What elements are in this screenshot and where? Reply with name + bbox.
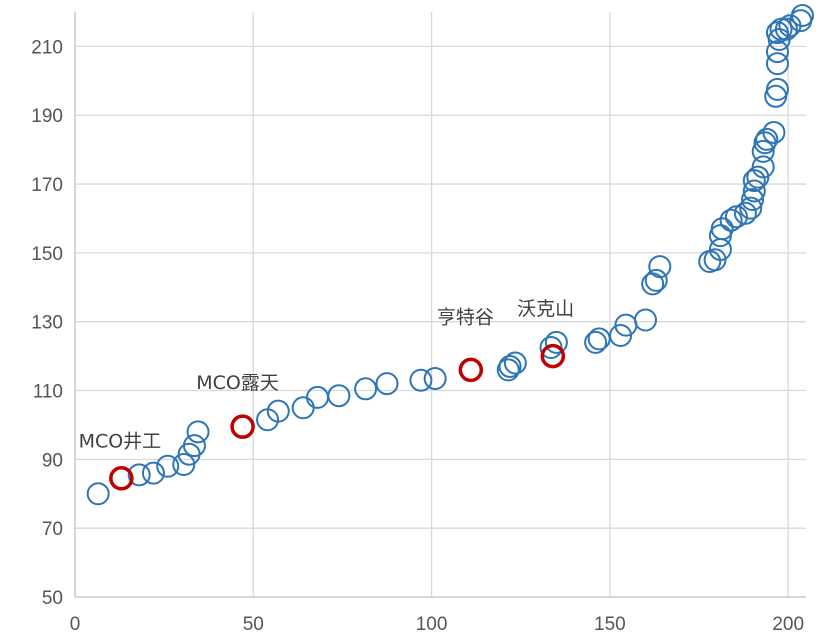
annotation-label: MCO露天 bbox=[196, 372, 279, 394]
data-point bbox=[644, 268, 668, 292]
data-point bbox=[739, 196, 763, 220]
data-point bbox=[498, 354, 522, 378]
data-point bbox=[503, 351, 527, 375]
x-tick-label: 0 bbox=[70, 614, 81, 635]
tick-labels: 50 70 90 110 130 150 170 190 210 0 50 100 150 200 bbox=[31, 37, 804, 635]
data-point bbox=[790, 3, 814, 27]
data-point bbox=[291, 396, 315, 420]
gridlines bbox=[75, 12, 806, 597]
data-point bbox=[354, 377, 378, 401]
data-point bbox=[327, 384, 351, 408]
y-tick-label: 90 bbox=[42, 450, 63, 471]
data-point bbox=[751, 139, 775, 163]
highlighted-points bbox=[109, 343, 566, 491]
x-tick-label: 50 bbox=[243, 614, 264, 635]
data-point bbox=[755, 127, 779, 151]
annotation-label: MCO井工 bbox=[79, 430, 162, 452]
highlight-point bbox=[109, 466, 134, 491]
y-tick-label: 110 bbox=[33, 382, 63, 403]
highlight-point bbox=[540, 343, 566, 369]
data-point bbox=[742, 169, 766, 193]
highlight-point bbox=[458, 357, 484, 383]
data-point bbox=[172, 453, 196, 477]
data-point bbox=[634, 308, 658, 332]
data-point bbox=[765, 40, 789, 64]
data-point bbox=[266, 399, 290, 423]
data-point bbox=[156, 454, 180, 478]
data-point bbox=[609, 323, 633, 347]
x-tick-label: 150 bbox=[594, 614, 626, 635]
data-points bbox=[86, 3, 814, 506]
highlight-point bbox=[230, 414, 255, 439]
y-tick-label: 70 bbox=[42, 519, 63, 540]
data-point bbox=[141, 461, 165, 485]
axes bbox=[74, 12, 806, 598]
data-point bbox=[719, 208, 743, 232]
data-point bbox=[375, 372, 399, 396]
data-point bbox=[710, 217, 734, 241]
data-point bbox=[409, 368, 433, 392]
data-point bbox=[741, 188, 765, 212]
data-point bbox=[733, 201, 757, 225]
y-tick-label: 190 bbox=[31, 106, 63, 127]
x-tick-label: 200 bbox=[772, 614, 804, 635]
annotations: MCO井工 MCO露天 亨特谷 沃克山 bbox=[79, 298, 575, 452]
data-point bbox=[765, 77, 789, 101]
data-point bbox=[423, 366, 447, 390]
data-point bbox=[774, 17, 798, 41]
y-tick-label: 210 bbox=[31, 37, 63, 58]
y-tick-label: 130 bbox=[31, 313, 63, 334]
y-tick-label: 150 bbox=[31, 244, 63, 265]
data-point bbox=[544, 330, 568, 354]
annotation-label: 亨特谷 bbox=[437, 306, 494, 328]
data-point bbox=[765, 52, 789, 76]
data-point bbox=[742, 179, 766, 203]
data-point bbox=[648, 255, 672, 279]
data-point bbox=[186, 420, 210, 444]
data-point bbox=[762, 120, 786, 144]
x-tick-label: 100 bbox=[416, 614, 448, 635]
data-point bbox=[86, 482, 110, 506]
data-point bbox=[496, 358, 520, 382]
data-point bbox=[751, 155, 775, 179]
y-tick-label: 170 bbox=[31, 175, 63, 196]
y-tick-label: 50 bbox=[42, 588, 63, 609]
data-point bbox=[703, 248, 727, 272]
annotation-label: 沃克山 bbox=[517, 298, 574, 320]
data-point bbox=[182, 434, 206, 458]
data-point bbox=[584, 330, 608, 354]
data-point bbox=[746, 165, 770, 189]
data-point bbox=[127, 463, 151, 487]
